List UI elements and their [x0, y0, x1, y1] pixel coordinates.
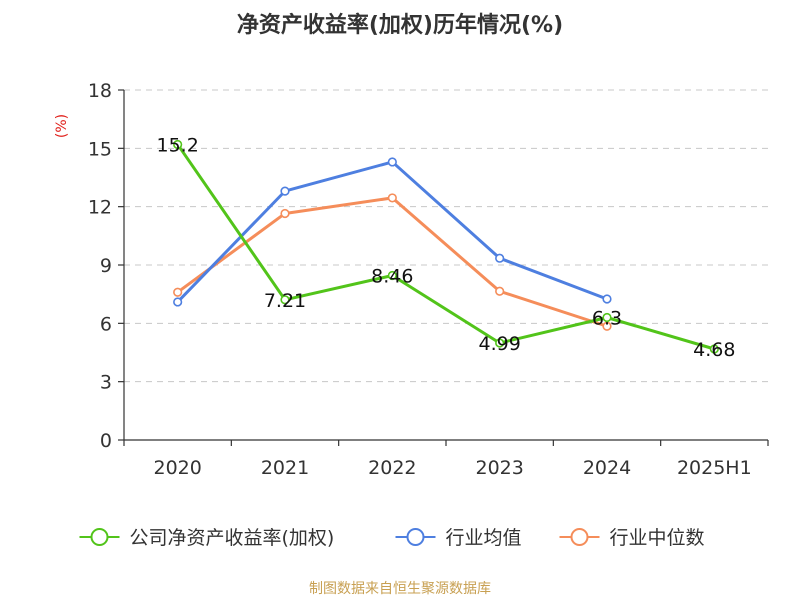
y-tick-label: 3 — [100, 372, 112, 394]
series-point — [280, 186, 290, 196]
legend-item-0: 公司净资产收益率(加权) — [79, 527, 335, 549]
series-point — [173, 287, 183, 297]
y-tick-label: 9 — [100, 255, 112, 277]
y-tick-label: 18 — [88, 80, 112, 102]
legend-marker — [90, 528, 109, 546]
series-point — [387, 193, 397, 203]
x-tick-label: 2023 — [475, 457, 523, 479]
series-point — [495, 253, 505, 263]
data-label: 8.46 — [371, 266, 413, 288]
legend-label: 行业均值 — [446, 527, 522, 549]
legend-item-1: 行业均值 — [395, 527, 522, 549]
legend-marker — [570, 528, 589, 546]
legend-label: 行业中位数 — [610, 527, 705, 549]
y-axis-unit-label: (%) — [54, 114, 70, 138]
series-point — [709, 344, 719, 354]
data-label: 7.21 — [264, 290, 306, 312]
series-point — [173, 139, 183, 150]
series-point — [387, 157, 397, 167]
data-label: 4.99 — [479, 333, 521, 355]
data-label: 15.2 — [157, 134, 199, 156]
legend-item-2: 行业中位数 — [559, 527, 705, 549]
x-tick-label: 2021 — [261, 457, 309, 479]
series-point — [173, 297, 183, 307]
legend-marker — [406, 528, 425, 546]
x-tick-label: 2024 — [583, 457, 631, 479]
legend-label: 公司净资产收益率(加权) — [130, 527, 335, 549]
data-label: 6.3 — [592, 308, 622, 330]
axis-layer: 0 3 6 9 12 15 18 2020 2021 2022 2023 2024 2025H1 — [88, 80, 769, 479]
series-point — [280, 295, 290, 305]
chart-title: 净资产收益率(加权)历年情况(%) — [237, 12, 563, 38]
y-tick-label: 15 — [88, 138, 112, 160]
series-point — [495, 286, 505, 296]
series-line-2 — [176, 196, 608, 328]
series-point — [280, 208, 290, 219]
grid-layer — [124, 89, 768, 383]
series-layer — [173, 139, 719, 354]
label-layer: 15.2 7.21 8.46 4.99 6.3 4.68 — [157, 134, 736, 361]
series-point — [495, 338, 505, 348]
source-footnote: 制图数据来自恒生聚源数据库 — [309, 581, 491, 597]
series-point — [602, 321, 612, 331]
series-point — [602, 312, 612, 323]
y-tick-label: 12 — [88, 197, 112, 219]
series-point — [387, 270, 397, 281]
y-tick-label: 0 — [100, 430, 112, 452]
series-line-0 — [176, 143, 715, 351]
x-tick-label: 2022 — [368, 457, 416, 479]
x-tick-label: 2020 — [153, 457, 201, 479]
series-point — [602, 294, 612, 304]
legend: 公司净资产收益率(加权) 行业均值 行业中位数 — [79, 527, 705, 549]
data-label: 4.68 — [693, 339, 735, 361]
x-tick-label: 2025H1 — [677, 457, 752, 479]
y-tick-label: 6 — [100, 313, 112, 335]
